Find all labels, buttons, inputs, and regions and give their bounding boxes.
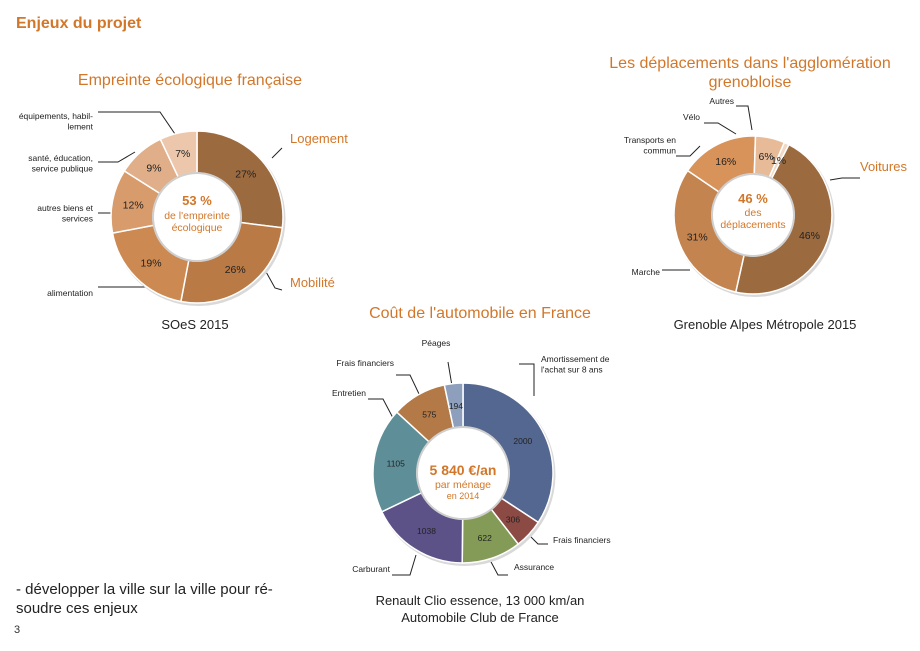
category-label: santé, éducation, service publique bbox=[28, 153, 93, 174]
footprint-center-main: 53 % bbox=[182, 193, 212, 208]
value-label: 31% bbox=[687, 232, 708, 244]
value-label: 7% bbox=[175, 148, 190, 160]
category-label: équipements, habil-lement bbox=[19, 111, 94, 132]
category-label: Marche bbox=[632, 267, 661, 277]
value-label: 1% bbox=[771, 155, 786, 167]
value-label: 26% bbox=[225, 264, 246, 276]
category-label: Amortissement de l'achat sur 8 ans bbox=[541, 354, 610, 375]
value-label: 575 bbox=[422, 409, 436, 419]
value-label: 16% bbox=[715, 156, 736, 168]
leader-mobilite bbox=[264, 269, 283, 291]
category-label: Vélo bbox=[683, 112, 700, 122]
callout-mobilite: Mobilité bbox=[290, 275, 335, 290]
car-cost-center-sub2: en 2014 bbox=[447, 491, 480, 501]
value-label: 12% bbox=[123, 199, 144, 211]
value-label: 19% bbox=[141, 257, 162, 269]
category-label: Autres bbox=[709, 96, 734, 106]
callout-voitures: Voitures bbox=[860, 159, 907, 174]
footprint-center-sub1: de l'empreinte bbox=[164, 210, 230, 222]
leader-carburant bbox=[392, 554, 417, 576]
travel-center-sub2: déplacements bbox=[720, 219, 785, 231]
travel-source: Grenoble Alpes Métropole 2015 bbox=[673, 317, 857, 332]
category-label: Assurance bbox=[514, 562, 554, 572]
value-label: 9% bbox=[146, 163, 161, 175]
leader-assurance bbox=[489, 559, 508, 576]
value-label: 1038 bbox=[417, 526, 436, 536]
value-label: 1105 bbox=[387, 458, 406, 468]
value-label: 46% bbox=[799, 230, 820, 242]
leader-logement bbox=[271, 147, 283, 159]
car-cost-source-line1: Renault Clio essence, 13 000 km/an bbox=[375, 593, 585, 608]
leader-transports bbox=[676, 145, 701, 157]
footprint-chart-title: Empreinte écologique française bbox=[77, 72, 303, 89]
travel-title-line1: Les déplacements dans l'agglomération bbox=[609, 55, 891, 72]
leader-sante bbox=[98, 151, 136, 163]
value-label: 27% bbox=[235, 169, 256, 181]
category-label: alimentation bbox=[47, 288, 93, 298]
category-label: Carburant bbox=[352, 564, 390, 574]
footprint-center-sub2: écologique bbox=[172, 222, 223, 234]
car-cost-center-sub1: par ménage bbox=[435, 479, 491, 491]
section-title: Enjeux du projet bbox=[16, 15, 142, 32]
conclusion-text: - développer la ville sur la ville pour … bbox=[16, 581, 273, 617]
center-texts: 53 % de l'empreinte écologique 46 % des … bbox=[164, 191, 786, 501]
page-number: 3 bbox=[14, 624, 21, 636]
value-label: 622 bbox=[478, 533, 492, 543]
category-label: autres biens et services bbox=[37, 203, 93, 224]
travel-center-sub1: des bbox=[745, 207, 762, 219]
value-label: 6% bbox=[758, 151, 773, 163]
leader-peages bbox=[447, 361, 453, 387]
car-cost-source: Renault Clio essence, 13 000 km/an Autom… bbox=[330, 592, 630, 626]
donut-hole bbox=[711, 173, 795, 257]
category-label: Transports en commun bbox=[624, 135, 676, 156]
value-label: 306 bbox=[506, 515, 520, 525]
category-label: Frais financiers bbox=[553, 535, 611, 545]
donut-hole bbox=[416, 426, 510, 520]
leader-voitures bbox=[829, 177, 860, 181]
callouts: Logement Mobilité Voitures bbox=[290, 131, 907, 290]
leader-velo bbox=[704, 122, 737, 135]
travel-title-line2: grenobloise bbox=[708, 74, 792, 91]
leader-equipements bbox=[98, 111, 176, 135]
leader-autres bbox=[736, 105, 753, 131]
category-label: Péages bbox=[422, 338, 451, 348]
car-cost-source-line2: Automobile Club de France bbox=[401, 610, 559, 625]
leader-frais-financiers-top bbox=[396, 374, 421, 397]
car-cost-chart-title: Coût de l'automobile en France bbox=[369, 305, 591, 322]
travel-center-main: 46 % bbox=[738, 191, 768, 206]
callout-logement: Logement bbox=[290, 131, 348, 146]
footprint-donut: 27% 26% 19% 12% 9% 7% alimentation autres biens… bbox=[19, 111, 286, 306]
value-label: 2000 bbox=[513, 436, 532, 446]
leader-amortissement bbox=[519, 363, 535, 396]
category-label: Frais financiers bbox=[336, 358, 394, 368]
car-cost-donut: 2000 306 622 1038 1105 575 194 Amortissement de… bbox=[332, 338, 611, 574]
travel-chart-title: Les déplacements dans l'agglomération gr… bbox=[590, 54, 910, 92]
donut-hole bbox=[152, 172, 242, 262]
travel-donut: 46% 31% 16% 6%1% Marche Transports en commun Vé… bbox=[624, 96, 835, 297]
category-label: Entretien bbox=[332, 388, 366, 398]
leader-entretien bbox=[368, 398, 394, 419]
footprint-source: SOeS 2015 bbox=[161, 317, 229, 332]
value-label: 194 bbox=[449, 401, 463, 411]
leader-lines bbox=[98, 105, 860, 576]
car-cost-center-main: 5 840 €/an bbox=[430, 462, 497, 478]
